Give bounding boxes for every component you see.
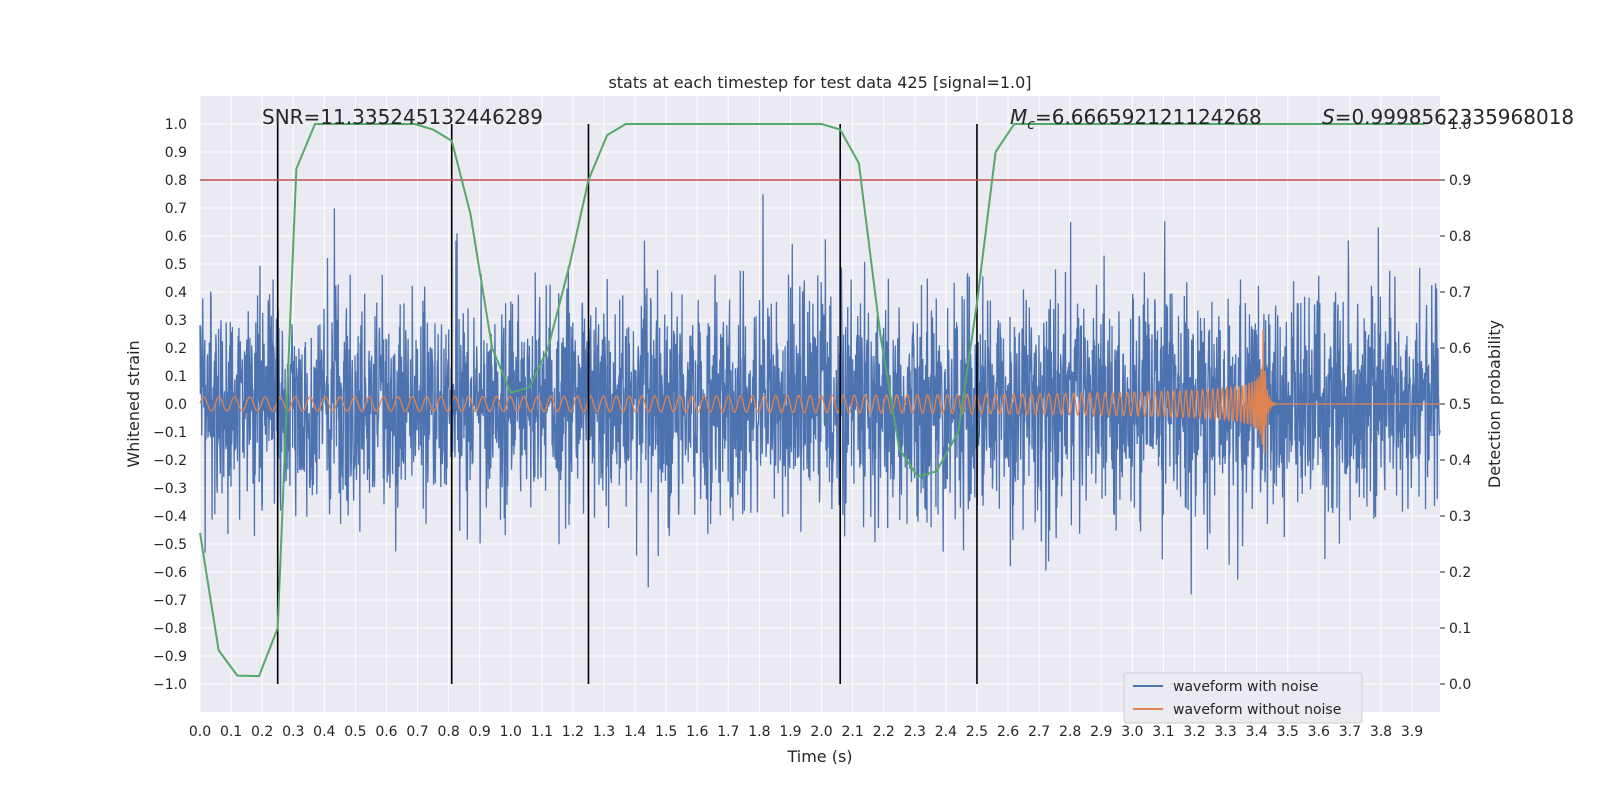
x-tick-label: 3.0 [1121,724,1143,740]
x-tick-label: 1.5 [655,724,677,740]
y-tick-label: −0.8 [153,621,187,637]
x-tick-label: 1.1 [531,724,553,740]
y-tick-label: −0.6 [153,565,187,581]
x-tick-label: 2.6 [997,724,1019,740]
y-tick-label: 0.6 [165,229,187,245]
y-tick-label: −0.7 [153,593,187,609]
x-tick-label: 2.7 [1028,724,1050,740]
x-tick-label: 3.4 [1246,724,1268,740]
x-tick-label: 1.0 [500,724,522,740]
x-tick-label: 3.6 [1308,724,1330,740]
y-tick-label: 0.4 [165,285,187,301]
x-tick-label: 3.2 [1183,724,1205,740]
x-tick-label: 0.2 [251,724,273,740]
y-tick-label: 0.5 [165,257,187,273]
x-tick-label: 0.1 [220,724,242,740]
tick-labels: 0.0 0.1 0.2 0.3 0.4 0.5 0.6 0.7 0.8 0.9 1.0 1.1 1.2 1… [153,117,1471,740]
y-tick-label: 0.1 [165,369,187,385]
chirp-mass-value: =6.666592121124268 [1035,105,1262,129]
legend-label-clean: waveform without noise [1173,702,1341,718]
y2-tick-label: 0.3 [1449,509,1471,525]
y-tick-label: 0.0 [165,397,187,413]
x-tick-label: 0.4 [313,724,335,740]
y2-tick-label: 0.7 [1449,285,1471,301]
y-tick-label: −0.2 [153,453,187,469]
y2-tick-label: 0.1 [1449,621,1471,637]
x-tick-label: 1.3 [593,724,615,740]
x-tick-label: 0.3 [282,724,304,740]
x-tick-label: 0.7 [406,724,428,740]
chirp-mass-annotation: Mc=6.666592121124268 [1010,105,1262,133]
y-tick-label: 0.8 [165,173,187,189]
x-tick-label: 1.4 [624,724,646,740]
legend: waveform with noise waveform without noi… [1123,672,1363,724]
x-tick-label: 3.1 [1152,724,1174,740]
chirp-mass-subscript: c [1027,117,1035,133]
x-tick-label: 1.7 [717,724,739,740]
x-tick-label: 2.1 [841,724,863,740]
x-tick-label: 2.9 [1090,724,1112,740]
x-axis-label: Time (s) [786,747,852,766]
legend-box [1123,672,1363,724]
clean-waveform-line [199,328,1440,454]
y-tick-label: −0.1 [153,425,187,441]
y2-tick-label: 0.4 [1449,453,1471,469]
x-tick-label: 1.6 [686,724,708,740]
y-axis-label: Whitened strain [124,340,143,467]
x-tick-label: 0.9 [469,724,491,740]
chirp-mass-symbol: M [1010,105,1027,129]
snr-annotation: SNR=11.335245132446289 [262,105,543,129]
y-tick-label: 1.0 [165,117,187,133]
series-detection-probability [199,123,1425,678]
y2-tick-label: 0.5 [1449,397,1471,413]
noise-waveform-line [199,194,1441,595]
x-tick-label: 0.6 [375,724,397,740]
x-tick-label: 3.5 [1277,724,1299,740]
x-tick-label: 3.8 [1370,724,1392,740]
y-tick-label: −0.5 [153,537,187,553]
y2-tick-label: 0.2 [1449,565,1471,581]
y2-tick-label: 0.9 [1449,173,1471,189]
y-tick-label: 0.2 [165,341,187,357]
score-value: =0.9998562335968018 [1335,105,1574,129]
y-tick-label: −0.9 [153,649,187,665]
y2-tick-label: 1.0 [1449,117,1471,133]
x-tick-label: 1.9 [779,724,801,740]
y-tick-label: −1.0 [153,677,187,693]
x-tick-label: 0.0 [189,724,211,740]
x-tick-label: 3.3 [1214,724,1236,740]
x-tick-label: 1.8 [748,724,770,740]
x-tick-label: 0.5 [344,724,366,740]
vertical-markers [276,124,978,684]
x-tick-label: 2.3 [904,724,926,740]
score-symbol: S [1322,105,1335,129]
x-tick-label: 2.4 [935,724,957,740]
y-tick-label: −0.4 [153,509,187,525]
x-tick-label: 2.2 [873,724,895,740]
x-tick-label: 2.5 [966,724,988,740]
x-tick-label: 2.8 [1059,724,1081,740]
score-annotation: S=0.9998562335968018 [1322,105,1574,129]
x-tick-label: 3.9 [1401,724,1423,740]
detection-probability-line [199,123,1425,678]
y2-tick-label: 0.0 [1449,677,1471,693]
y-tick-label: 0.9 [165,145,187,161]
series-waveform-without-noise [199,328,1440,454]
y2-tick-label: 0.8 [1449,229,1471,245]
x-tick-label: 1.2 [562,724,584,740]
x-tick-label: 3.7 [1339,724,1361,740]
y-tick-label: 0.7 [165,201,187,217]
legend-label-noise: waveform with noise [1173,679,1318,695]
x-tick-label: 2.0 [810,724,832,740]
x-tick-label: 0.8 [437,724,459,740]
y-tick-label: −0.3 [153,481,187,497]
y2-tick-label: 0.6 [1449,341,1471,357]
chart-title: stats at each timestep for test data 425… [608,73,1031,92]
series-waveform-with-noise [199,194,1441,595]
y2-axis-label: Detection probability [1485,320,1504,488]
y-tick-label: 0.3 [165,313,187,329]
